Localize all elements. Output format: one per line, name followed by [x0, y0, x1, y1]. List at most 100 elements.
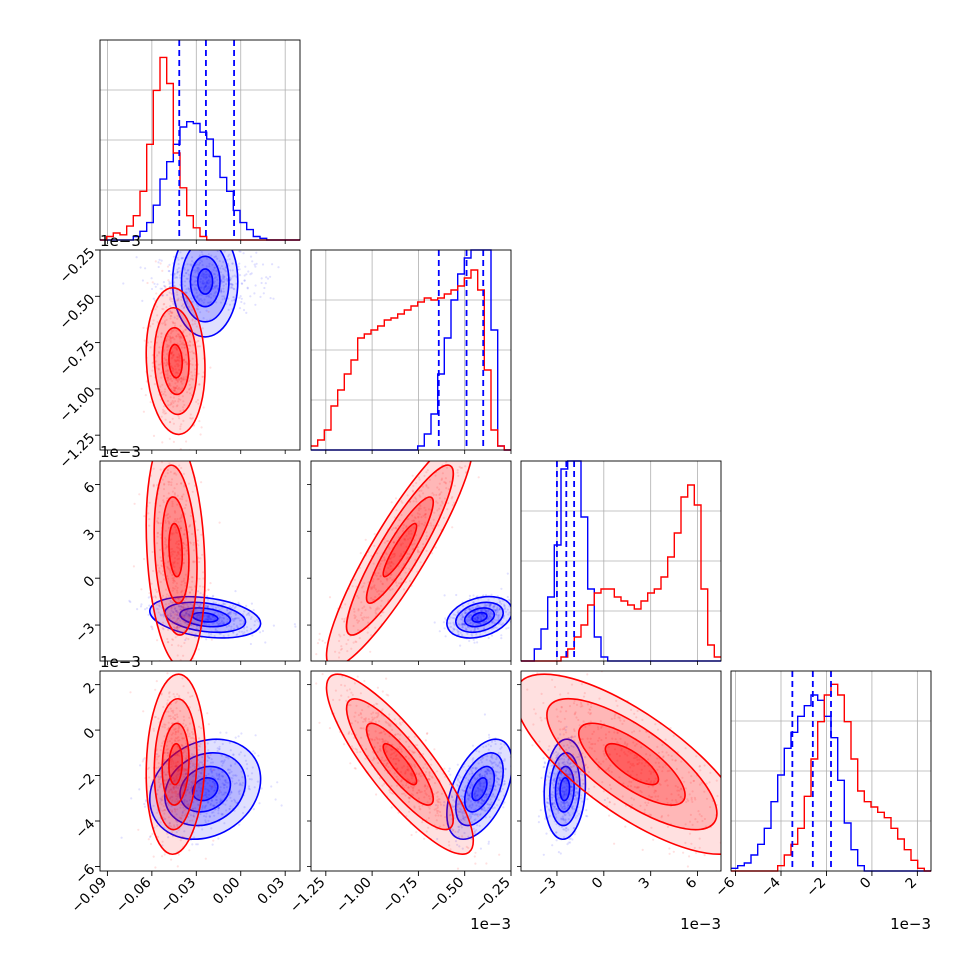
scatter-point [174, 322, 177, 325]
scatter-point [150, 287, 154, 291]
scatter-point [191, 532, 194, 536]
scatter-point [230, 625, 233, 628]
scatter-point [185, 291, 188, 294]
scatter-point [205, 623, 208, 626]
scatter-point [173, 627, 176, 630]
scatter-point [155, 360, 158, 363]
scatter-point [164, 323, 167, 326]
scatter-point [205, 265, 208, 268]
scatter-point [194, 322, 197, 325]
scatter-point [166, 545, 169, 548]
scatter-point [159, 504, 162, 507]
scatter-point [183, 616, 186, 619]
scatter-point [205, 276, 208, 279]
scatter-point [168, 338, 171, 341]
scatter-point [171, 502, 174, 505]
scatter-point [245, 626, 249, 629]
scatter-point [191, 377, 194, 380]
scatter-point [178, 335, 181, 338]
scatter-point [180, 514, 183, 517]
scatter-point [174, 621, 177, 624]
scatter-point [243, 274, 246, 277]
scatter-point [169, 403, 172, 406]
scatter-point [227, 612, 230, 615]
scatter-point [209, 300, 212, 304]
scatter-point [179, 398, 182, 401]
scatter-point [173, 359, 176, 362]
scatter-point [165, 318, 168, 321]
scatter-point [181, 495, 184, 498]
scatter-point [184, 328, 187, 331]
scatter-point [207, 281, 211, 284]
scatter-point [240, 619, 243, 622]
scatter-point [170, 351, 173, 354]
scatter-point [190, 297, 193, 300]
scatter-point [500, 634, 503, 637]
scatter-point [181, 406, 185, 409]
scatter-point [168, 437, 171, 440]
scatter-point [201, 282, 204, 285]
scatter-point [196, 613, 199, 617]
scatter-point [266, 277, 270, 280]
scatter-point [177, 364, 180, 367]
scatter-point [174, 390, 177, 393]
scatter-point [184, 611, 188, 615]
scatter-point [168, 280, 171, 283]
scatter-point [175, 329, 178, 332]
scatter-point [176, 546, 179, 549]
scatter-point [190, 632, 193, 635]
scatter-point [147, 596, 150, 599]
scatter-point [190, 371, 193, 374]
scatter-point [183, 358, 186, 362]
scatter-point [173, 565, 176, 569]
scatter-point [160, 335, 163, 338]
scatter-point [177, 644, 180, 647]
scatter-point [233, 274, 236, 277]
scatter-point [184, 503, 188, 507]
scatter-point [165, 337, 168, 340]
scatter-point [263, 286, 266, 290]
scatter-point [176, 617, 180, 620]
scatter-point [190, 612, 193, 615]
scatter-point [175, 473, 178, 476]
scatter-point [189, 541, 192, 544]
scatter-point [166, 637, 169, 641]
scatter-point [182, 614, 186, 617]
scatter-point [166, 672, 169, 675]
scatter-point [138, 788, 141, 791]
scatter-point [175, 589, 179, 592]
scatter-point [148, 604, 151, 607]
scatter-point [243, 627, 246, 630]
scatter-point [230, 628, 233, 631]
scatter-point [184, 602, 187, 606]
scatter-point [149, 346, 152, 349]
scatter-point [174, 387, 177, 390]
scatter-point [222, 602, 225, 606]
scatter-point [177, 853, 180, 856]
scatter-point [194, 269, 197, 272]
scatter-point [165, 376, 168, 379]
scatter-point [178, 357, 182, 360]
scatter-point [175, 386, 178, 390]
scatter-point [276, 781, 279, 784]
scatter-point [196, 398, 199, 402]
scatter-point [442, 621, 445, 624]
scatter-point [206, 301, 210, 304]
scatter-point [173, 285, 176, 288]
scatter-point [169, 296, 172, 299]
scatter-point [174, 276, 177, 279]
scatter-point [224, 603, 227, 606]
scatter-point [205, 284, 208, 288]
scatter-point [176, 558, 179, 561]
scatter-point [238, 619, 241, 622]
scatter-point [176, 356, 179, 359]
scatter-point [175, 335, 178, 338]
scatter-point [213, 285, 216, 289]
scatter-point [474, 833, 477, 836]
scatter-point [161, 287, 164, 290]
scatter-point [170, 273, 173, 276]
scatter-point [190, 586, 193, 589]
scatter-point [144, 608, 147, 611]
scatter-point [199, 603, 202, 606]
scatter-point [255, 618, 259, 621]
